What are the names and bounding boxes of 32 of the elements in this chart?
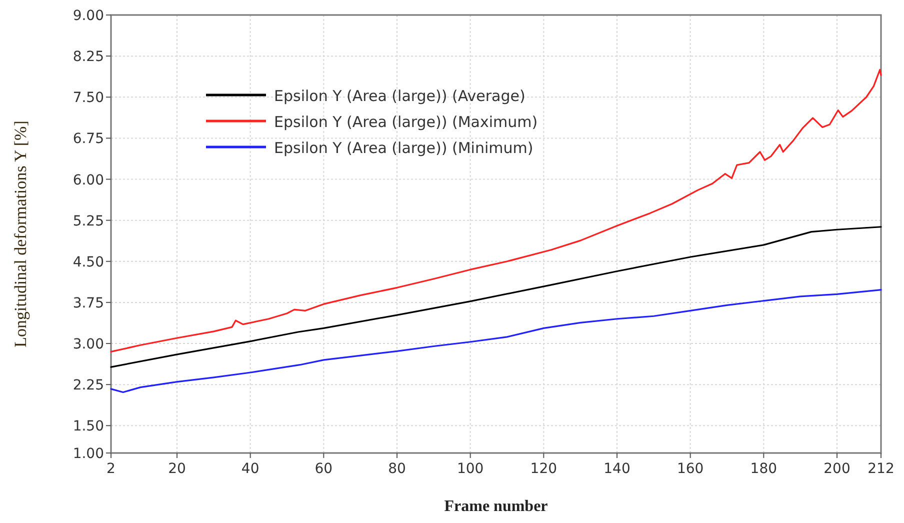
x-tick-label: 120	[530, 461, 558, 477]
line-series	[110, 289, 882, 394]
legend-label: Epsilon Y (Area (large)) (Maximum)	[274, 113, 538, 131]
x-tick-label: 2	[106, 461, 116, 477]
y-tick-label: 8.25	[72, 49, 104, 66]
line-series	[110, 68, 882, 353]
x-tick-label: 200	[824, 461, 850, 477]
x-tick-label: 60	[314, 461, 333, 477]
y-tick-label: 5.25	[72, 213, 104, 230]
y-tick-label: 6.75	[72, 131, 104, 148]
x-tick-label: 100	[456, 461, 484, 477]
y-tick-label: 3.00	[72, 336, 104, 352]
y-tick-label: 6.00	[72, 172, 104, 188]
x-tick-label: 40	[241, 461, 260, 477]
y-tick-label: 4.50	[72, 254, 104, 270]
line-series	[110, 226, 882, 368]
y-tick-label: 1.00	[72, 446, 104, 462]
y-tick-label: 9.00	[72, 8, 104, 24]
y-tick-label: 3.75	[72, 295, 104, 312]
x-tick-label: 212	[868, 461, 894, 477]
x-tick-label: 160	[676, 461, 704, 477]
y-axis-title: Longitudinal deformations Y [%]	[11, 120, 30, 348]
y-tick-label: 7.50	[72, 90, 104, 106]
legend-label: Epsilon Y (Area (large)) (Average)	[274, 87, 526, 105]
y-tick-label: 1.50	[72, 418, 104, 435]
y-tick-label: 2.25	[72, 378, 104, 394]
x-tick-label: 80	[388, 461, 406, 477]
x-tick-label: 180	[750, 461, 778, 477]
x-tick-label: 140	[604, 461, 630, 477]
x-axis-title: Frame number	[444, 498, 548, 515]
x-tick-label: 20	[168, 461, 186, 477]
legend-label: Epsilon Y (Area (large)) (Minimum)	[274, 139, 534, 157]
